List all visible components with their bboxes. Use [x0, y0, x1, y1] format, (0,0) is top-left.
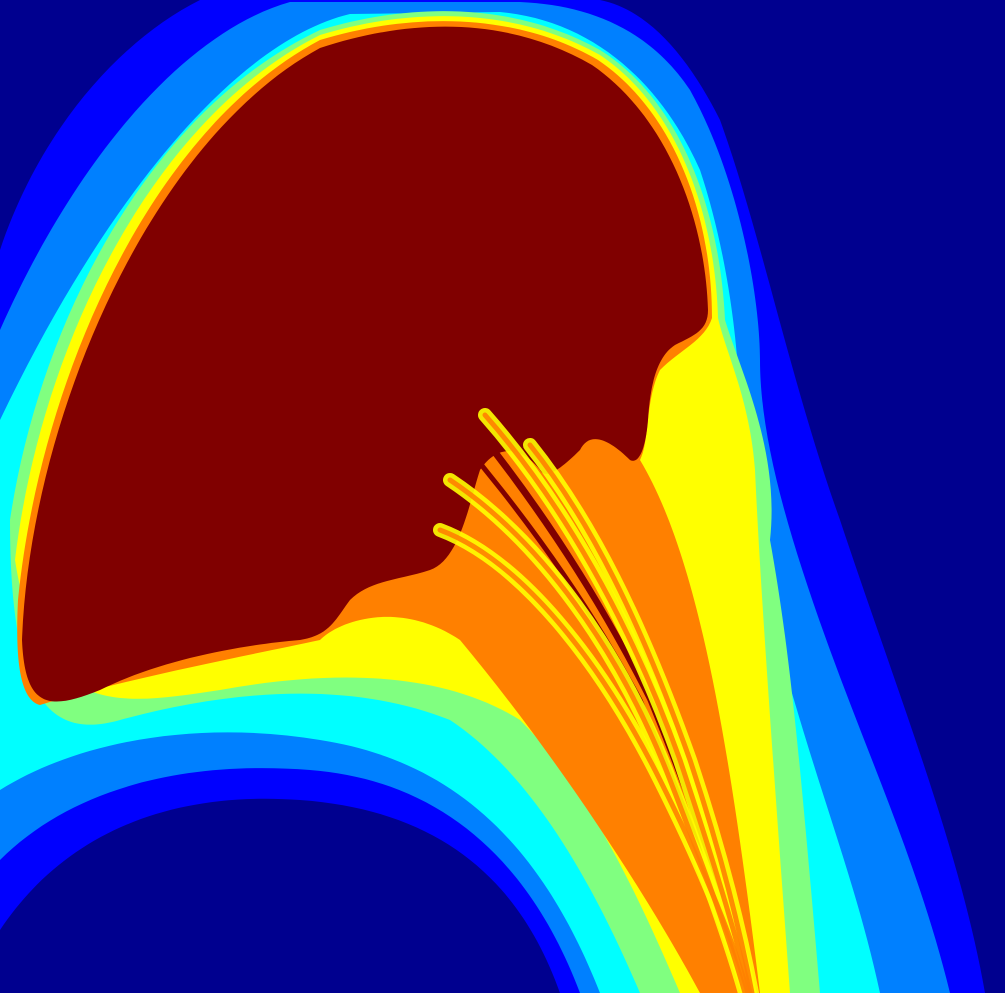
filament-5-core	[447, 477, 748, 993]
contour-filaments	[347, 307, 759, 993]
filament-6-core	[482, 412, 753, 993]
filament-7-core	[527, 442, 755, 993]
contour-level-core	[22, 26, 708, 702]
